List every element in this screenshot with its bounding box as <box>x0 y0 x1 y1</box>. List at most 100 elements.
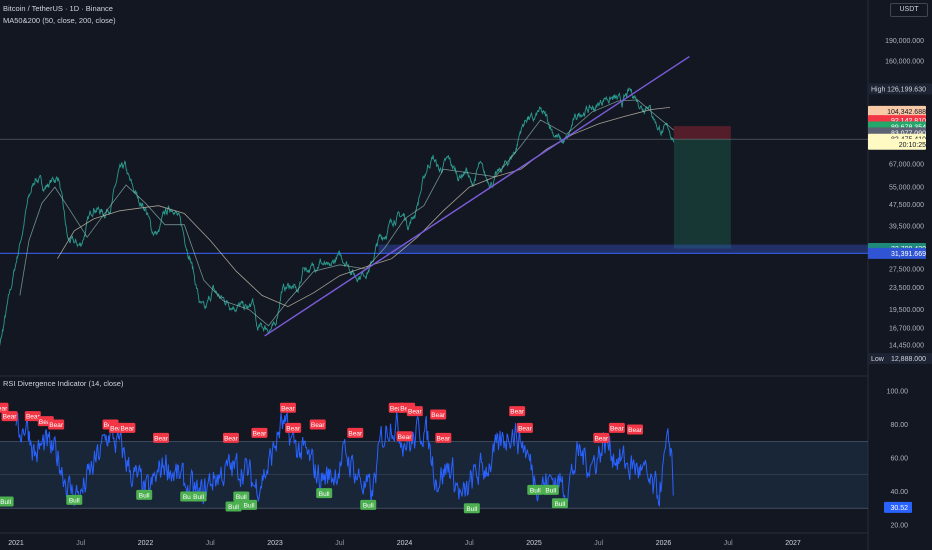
time-tick-label: Jul <box>76 540 85 547</box>
price-level-tag-8[interactable]: 31,391.669 <box>868 247 926 259</box>
position-target-zone[interactable] <box>673 139 731 249</box>
bear-marker-label: Bear <box>121 425 136 432</box>
bear-marker-label: Bear <box>431 412 446 419</box>
bear-divergence-marker[interactable]: Bear <box>1 411 18 422</box>
price-level-tag-name-bg <box>868 83 888 95</box>
price-level-tag-6[interactable]: 20:10:25 <box>868 138 926 150</box>
time-axis[interactable]: 2021 Jul 2022 Jul 2023 Jul 2024 Jul 2025 Jul 2026 J… <box>8 540 801 547</box>
bear-divergence-marker[interactable]: Bear <box>406 406 423 417</box>
trendline[interactable] <box>264 55 690 337</box>
price-level-tag-value: 20:10:25 <box>899 142 926 149</box>
bear-divergence-marker[interactable]: Bear <box>309 419 326 430</box>
bear-divergence-marker[interactable]: Bear <box>516 422 533 433</box>
price-level-tag-9[interactable]: Low 12,888.000 <box>868 353 932 365</box>
bear-marker-label: Bear <box>224 436 239 443</box>
bear-divergence-marker[interactable]: Bear <box>279 402 296 413</box>
bull-marker-label: Bull <box>466 506 477 513</box>
price-axis[interactable]: 190,000.000 160,000.000 67,000.000 55,000.0… <box>868 38 932 529</box>
bull-divergence-marker[interactable]: Bull <box>527 484 544 495</box>
time-tick-label: Jul <box>465 540 474 547</box>
bull-divergence-marker[interactable]: Bull <box>316 488 333 499</box>
position-stop-zone[interactable] <box>673 126 731 140</box>
bull-marker-box <box>241 499 258 510</box>
rsi-pane[interactable]: BearBearBearBearBearBearBearBearBearBear… <box>0 402 868 514</box>
price-tick-label: 39,500.000 <box>889 224 924 231</box>
rsi-tick-label: 100.00 <box>887 389 909 396</box>
bear-marker-label: Bear <box>510 409 525 416</box>
bull-divergence-marker[interactable]: Bull <box>190 491 207 502</box>
ma50-line[interactable] <box>19 99 675 327</box>
bear-marker-label: Bear <box>398 434 413 441</box>
price-tick-label: 55,000.000 <box>889 185 924 192</box>
rsi-line[interactable] <box>15 411 674 509</box>
bull-marker-box <box>542 484 559 495</box>
bear-divergence-marker[interactable]: Bear <box>396 431 413 442</box>
bull-divergence-marker[interactable]: Bull <box>241 499 258 510</box>
bear-divergence-marker[interactable]: Bear <box>627 424 644 435</box>
rsi-tick-label: 20.00 <box>890 522 908 529</box>
bear-divergence-marker[interactable]: Bear <box>222 432 239 443</box>
bull-marker-label: Bull <box>228 504 239 511</box>
price-tick-label: 27,500.000 <box>889 266 924 273</box>
price-tick-label: 160,000.000 <box>885 58 924 65</box>
price-tick-label: 14,450.000 <box>889 343 924 350</box>
bear-divergence-marker[interactable]: Bear <box>285 422 302 433</box>
bear-marker-box <box>608 422 625 433</box>
bear-divergence-marker[interactable]: Bear <box>24 411 41 422</box>
bull-divergence-marker[interactable]: Bull <box>463 503 480 514</box>
bear-divergence-marker[interactable]: Bear <box>48 419 65 430</box>
bear-marker-box <box>285 422 302 433</box>
price-level-tag-1[interactable]: 104,342.688 <box>868 105 926 117</box>
bull-divergence-marker[interactable]: Bull <box>551 498 568 509</box>
bull-divergence-marker[interactable]: Bull <box>136 489 153 500</box>
price-level-tag-name: High <box>871 86 886 93</box>
currency-button[interactable]: USDT <box>890 3 928 17</box>
bull-divergence-marker[interactable]: Bull <box>66 494 83 505</box>
bear-divergence-marker[interactable]: Bear <box>153 432 170 443</box>
bear-marker-label: Bear <box>594 436 609 443</box>
bear-marker-box <box>430 409 447 420</box>
bear-marker-label: Bear <box>0 405 8 412</box>
price-level-tag-bg <box>868 247 926 259</box>
bull-marker-box <box>316 488 333 499</box>
bear-divergence-marker[interactable]: Bear <box>347 427 364 438</box>
bull-marker-box <box>136 489 153 500</box>
bear-divergence-marker[interactable]: Bear <box>430 409 447 420</box>
rsi-current-value: 30.52 <box>890 505 908 512</box>
price-tick-label: 190,000.000 <box>885 38 924 45</box>
bear-divergence-marker[interactable]: Bear <box>608 422 625 433</box>
bear-divergence-marker[interactable]: Bear <box>0 402 9 413</box>
bull-divergence-marker[interactable]: Bull <box>542 484 559 495</box>
bear-marker-box <box>119 422 136 433</box>
support-zone[interactable] <box>378 244 868 254</box>
time-tick-label: 2027 <box>785 540 801 547</box>
bear-divergence-marker[interactable]: Bear <box>435 432 452 443</box>
bear-marker-label: Bear <box>628 427 643 434</box>
bear-marker-label: Bear <box>49 422 64 429</box>
price-line[interactable] <box>0 87 675 375</box>
time-tick-label: 2024 <box>397 540 413 547</box>
bull-divergence-marker[interactable]: Bull <box>233 491 250 502</box>
price-level-tag-value: 104,342.688 <box>887 109 926 116</box>
bear-divergence-marker[interactable]: Bear <box>509 406 526 417</box>
bear-marker-box <box>435 432 452 443</box>
bear-divergence-marker[interactable]: Bear <box>593 432 610 443</box>
bull-marker-label: Bull <box>0 499 11 506</box>
rsi-indicator-legend[interactable]: RSI Divergence Indicator (14, close) <box>3 379 124 388</box>
bear-marker-label: Bear <box>348 430 363 437</box>
bear-marker-box <box>251 427 268 438</box>
bear-marker-label: Bear <box>390 405 405 412</box>
ma-indicator-legend[interactable]: MA50&200 (50, close, 200, close) <box>3 16 116 25</box>
bear-marker-box <box>593 432 610 443</box>
price-level-tag-value: 126,199.630 <box>887 86 926 93</box>
bull-divergence-marker[interactable]: Bull <box>360 499 377 510</box>
rsi-current-tag[interactable] <box>884 501 912 513</box>
bull-divergence-marker[interactable]: Bull <box>225 501 242 512</box>
bull-marker-label: Bull <box>193 494 204 501</box>
bull-divergence-marker[interactable]: Bull <box>0 496 14 507</box>
price-level-tag-0[interactable]: High 126,199.630 <box>868 83 932 95</box>
price-pane[interactable] <box>0 55 868 375</box>
bear-divergence-marker[interactable]: Bear <box>251 427 268 438</box>
bear-divergence-marker[interactable]: Bear <box>119 422 136 433</box>
